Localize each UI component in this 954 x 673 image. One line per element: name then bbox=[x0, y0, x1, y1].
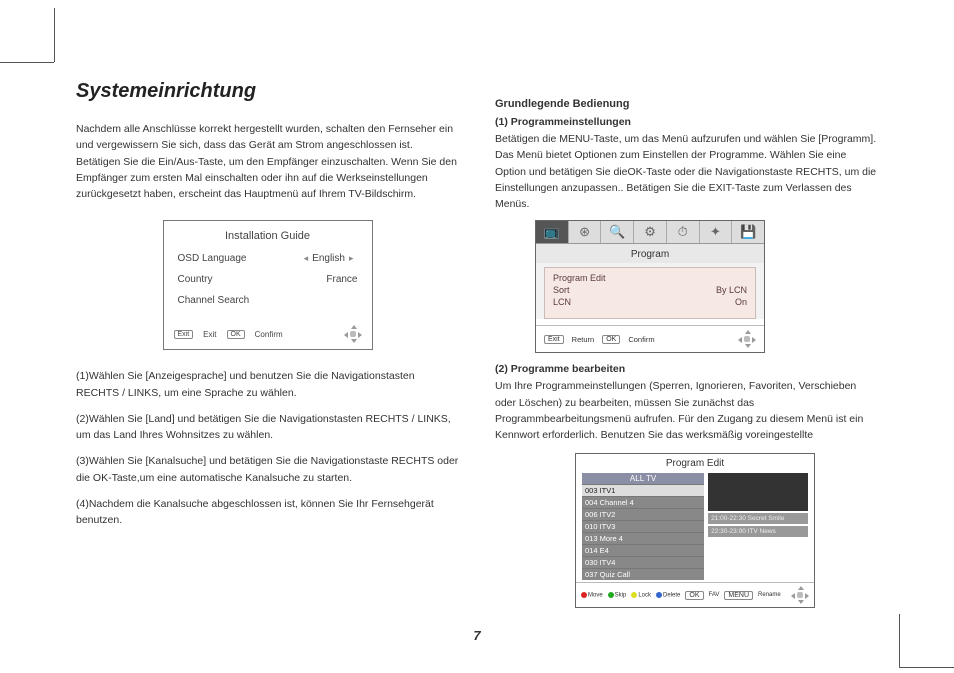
list-item: 006 ITV2 bbox=[582, 508, 704, 520]
install-row-country: Country France bbox=[164, 269, 372, 290]
ok-label: Confirm bbox=[255, 330, 283, 339]
page-number: 7 bbox=[473, 628, 480, 643]
ok-key-icon: OK bbox=[602, 335, 620, 344]
install-row-osd: OSD Language ◂ English ▸ bbox=[164, 248, 372, 269]
list-item: 004 Channel 4 bbox=[582, 496, 704, 508]
program-inner: Program Edit SortBy LCN LCNOn bbox=[544, 267, 756, 319]
install-title: Installation Guide bbox=[164, 221, 372, 248]
confirm-label: Confirm bbox=[628, 335, 654, 344]
exit-key-icon: Exit bbox=[544, 335, 564, 344]
schedule-1: 21:00-22:30 Secret Smile bbox=[708, 513, 808, 524]
channel-list: ALL TV 003 ITV1 004 Channel 4 006 ITV2 0… bbox=[582, 473, 704, 580]
green-dot-icon bbox=[608, 592, 614, 598]
section2-title: (2) Programme bearbeiten bbox=[495, 363, 878, 375]
list-item: 037 Quiz Call bbox=[582, 568, 704, 580]
intro-text: Nachdem alle Anschlüsse korrekt hergeste… bbox=[76, 121, 459, 202]
tab-timer-icon: ⏱ bbox=[667, 221, 700, 243]
step-2: (2)Wählen Sie [Land] und betätigen Sie d… bbox=[76, 411, 459, 444]
exit-label: Exit bbox=[203, 330, 216, 339]
list-item: 014 E4 bbox=[582, 544, 704, 556]
yellow-dot-icon bbox=[631, 592, 637, 598]
ok-key-icon: OK bbox=[227, 330, 245, 339]
return-label: Return bbox=[572, 335, 595, 344]
program-edit-box: Program Edit ALL TV 003 ITV1 004 Channel… bbox=[575, 453, 815, 608]
arrow-right-icon: ▸ bbox=[345, 253, 358, 264]
section2-text: Um Ihre Programmeinstellungen (Sperren, … bbox=[495, 378, 878, 443]
program-title: Program bbox=[536, 244, 764, 263]
osd-label: OSD Language bbox=[178, 253, 300, 264]
list-item: 010 ITV3 bbox=[582, 520, 704, 532]
installation-guide-box: Installation Guide OSD Language ◂ Englis… bbox=[163, 220, 373, 350]
country-label: Country bbox=[178, 274, 327, 285]
page-title: Systemeinrichtung bbox=[76, 80, 459, 103]
section1-text: Betätigen die MENU-Taste, um das Menü au… bbox=[495, 131, 878, 212]
dpad-icon bbox=[738, 330, 756, 348]
install-row-search: Channel Search bbox=[164, 290, 372, 311]
crop-mark bbox=[0, 62, 54, 63]
list-item: 013 More 4 bbox=[582, 532, 704, 544]
menu-key-icon: MENU bbox=[724, 591, 753, 600]
right-column: Grundlegende Bedienung (1) Programmeinst… bbox=[495, 80, 878, 643]
search-label: Channel Search bbox=[178, 295, 358, 306]
edit-footer: Move Skip Lock Delete OKFAV MENURename bbox=[576, 582, 814, 607]
crop-mark bbox=[899, 614, 900, 668]
page-content: Systemeinrichtung Nachdem alle Anschlüss… bbox=[76, 80, 878, 643]
program-tabs: 📺 ⊛ 🔍 ⚙ ⏱ ✦ 💾 bbox=[536, 221, 764, 244]
schedule-2: 22:30-23:00 ITV News bbox=[708, 526, 808, 537]
step-1: (1)Wählen Sie [Anzeigesprache] und benut… bbox=[76, 368, 459, 401]
list-item: 030 ITV4 bbox=[582, 556, 704, 568]
program-footer: Exit Return OK Confirm bbox=[536, 325, 764, 352]
crop-mark bbox=[900, 667, 954, 668]
edit-title: Program Edit bbox=[576, 454, 814, 469]
exit-key-icon: Exit bbox=[174, 330, 194, 339]
crop-mark bbox=[54, 8, 55, 62]
prog-row-lcn: LCN bbox=[553, 297, 735, 307]
country-value: France bbox=[326, 274, 357, 285]
program-menu-box: 📺 ⊛ 🔍 ⚙ ⏱ ✦ 💾 Program Program Edit SortB… bbox=[535, 220, 765, 353]
blue-dot-icon bbox=[656, 592, 662, 598]
prog-row-edit: Program Edit bbox=[553, 273, 747, 283]
dpad-icon bbox=[344, 325, 362, 343]
left-column: Systemeinrichtung Nachdem alle Anschlüss… bbox=[76, 80, 459, 643]
list-head: ALL TV bbox=[582, 473, 704, 484]
arrow-left-icon: ◂ bbox=[300, 253, 313, 264]
preview-thumbnail bbox=[708, 473, 808, 511]
tab-search-icon: 🔍 bbox=[601, 221, 634, 243]
step-4: (4)Nachdem die Kanalsuche abgeschlossen … bbox=[76, 496, 459, 529]
ok-key-icon: OK bbox=[685, 591, 703, 600]
dpad-icon bbox=[791, 586, 809, 604]
list-item: 003 ITV1 bbox=[582, 484, 704, 496]
red-dot-icon bbox=[581, 592, 587, 598]
tab-tools-icon: ✦ bbox=[700, 221, 733, 243]
tab-storage-icon: 💾 bbox=[732, 221, 764, 243]
tab-tv-icon: 📺 bbox=[536, 221, 569, 243]
step-3: (3)Wählen Sie [Kanalsuche] und betätigen… bbox=[76, 453, 459, 486]
basic-heading: Grundlegende Bedienung bbox=[495, 98, 878, 110]
install-footer: Exit Exit OK Confirm bbox=[164, 319, 372, 349]
tab-movie-icon: ⊛ bbox=[569, 221, 602, 243]
osd-value: English bbox=[312, 253, 345, 264]
section1-title: (1) Programmeinstellungen bbox=[495, 116, 878, 128]
prog-row-sort: Sort bbox=[553, 285, 716, 295]
tab-settings-icon: ⚙ bbox=[634, 221, 667, 243]
